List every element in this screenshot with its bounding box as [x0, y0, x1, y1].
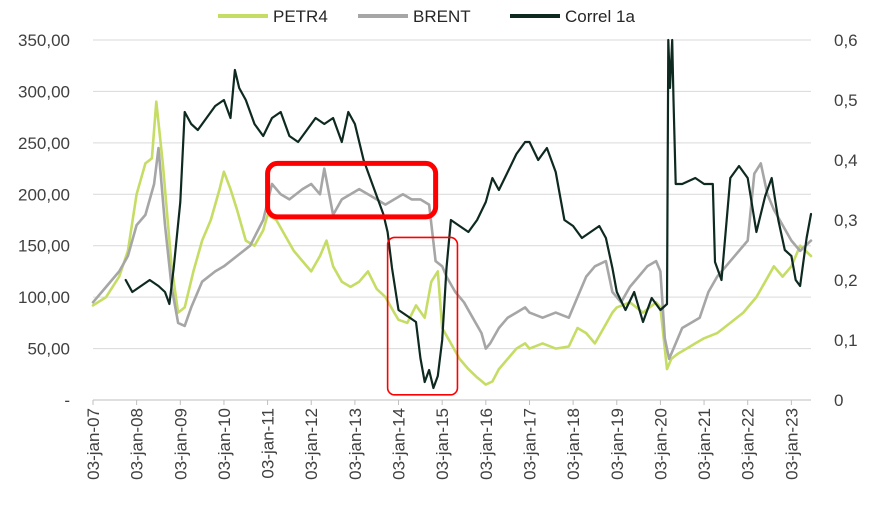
right-axis-tick-label: 0 — [834, 391, 843, 410]
gridlines — [93, 39, 811, 350]
series-line-brent — [91, 146, 813, 361]
right-axis-tick-label: 0,6 — [834, 31, 858, 50]
left-axis-tick-label: 250,00 — [18, 134, 70, 153]
highlight-box-1 — [265, 160, 439, 220]
x-axis-tick-label: 03-jan-07 — [84, 408, 103, 480]
x-axis-tick-label: 03-jan-23 — [782, 408, 801, 480]
x-axis-tick-label: 03-jan-16 — [477, 408, 496, 480]
x-axis-tick-label: 03-jan-08 — [128, 408, 147, 480]
x-axis-tick-label: 03-jan-22 — [739, 408, 758, 480]
x-axis-tick-label: 03-jan-12 — [302, 408, 321, 480]
x-axis-tick-label: 03-jan-11 — [259, 408, 278, 479]
right-axis-tick-label: 0,1 — [834, 331, 858, 350]
right-y-axis: 0 0,1 0,2 0,3 0,4 0,5 0,6 — [834, 31, 858, 410]
left-axis-tick-label: - — [64, 391, 70, 410]
legend-label: BRENT — [413, 7, 471, 26]
x-axis-tick-label: 03-jan-15 — [433, 408, 452, 480]
right-axis-tick-label: 0,3 — [834, 211, 858, 230]
right-axis-tick-label: 0,5 — [834, 91, 858, 110]
legend-label: PETR4 — [273, 7, 328, 26]
x-axis-tick-label: 03-jan-21 — [695, 408, 714, 480]
legend-label: Correl 1a — [565, 7, 635, 26]
x-axis-tick-label: 03-jan-20 — [651, 408, 670, 480]
left-y-axis: - 50,00 100,00 150,00 200,00 250,00 300,00 350,… — [18, 31, 70, 410]
left-axis-tick-label: 350,00 — [18, 31, 70, 50]
right-axis-tick-label: 0,2 — [834, 271, 858, 290]
series-layer — [91, 38, 813, 390]
left-axis-tick-label: 300,00 — [18, 82, 70, 101]
x-axis-tick-label: 03-jan-13 — [346, 408, 365, 480]
highlight-box-2 — [386, 236, 459, 396]
x-axis-tick-label: 03-jan-18 — [564, 408, 583, 480]
left-axis-tick-label: 150,00 — [18, 237, 70, 256]
x-axis-tick-label: 03-jan-14 — [390, 408, 409, 480]
series-line-petr4 — [91, 100, 813, 386]
series-line-correl-1a — [124, 38, 813, 390]
x-axis-tick-label: 03-jan-09 — [171, 408, 190, 480]
left-axis-tick-label: 200,00 — [18, 185, 70, 204]
x-axis-tick-label: 03-jan-10 — [215, 408, 234, 480]
left-axis-tick-label: 100,00 — [18, 288, 70, 307]
x-axis-tick-label: 03-jan-19 — [608, 408, 627, 480]
right-axis-tick-label: 0,4 — [834, 151, 858, 170]
annotation-layer — [265, 160, 459, 396]
x-axis: 03-jan-07 03-jan-08 03-jan-09 03-jan-10 03-j… — [84, 400, 801, 480]
left-axis-tick-label: 50,00 — [27, 340, 70, 359]
legend: PETR4 BRENT Correl 1a — [218, 7, 635, 26]
x-axis-tick-label: 03-jan-17 — [520, 408, 539, 480]
